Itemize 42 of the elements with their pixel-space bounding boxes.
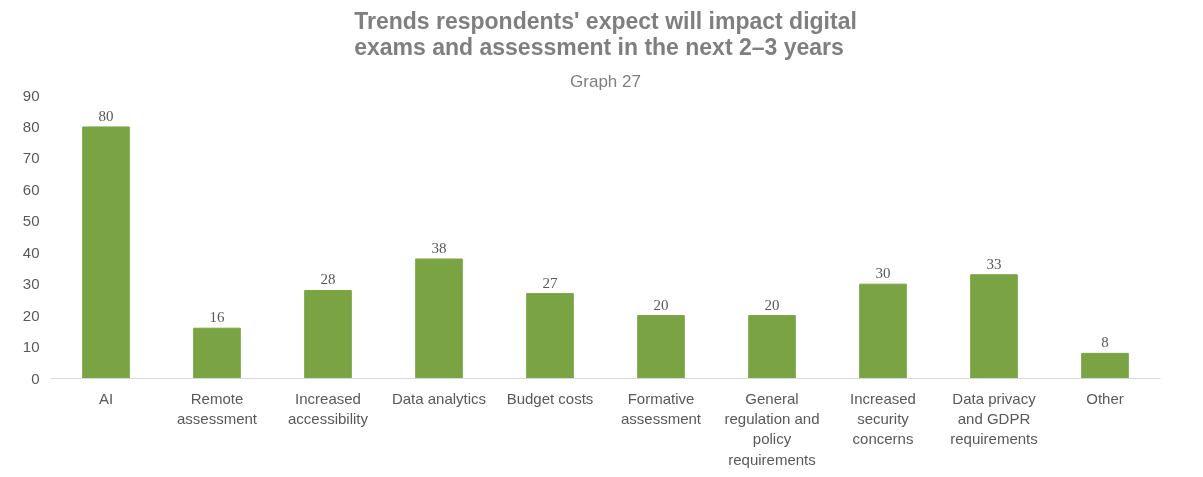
bar — [526, 293, 574, 379]
x-tick-label: AI — [98, 389, 114, 407]
x-tick-label: Other — [1086, 389, 1124, 407]
bar — [748, 315, 796, 379]
data-label: 38 — [431, 240, 447, 257]
data-label: 80 — [98, 107, 114, 124]
x-tick-label: Formative assessment — [620, 389, 702, 427]
chart-title: Trends respondents' expect will impact digital exams and assessment in the next 2–3 years — [354, 7, 857, 60]
x-tick-label: Increased accessibility — [287, 389, 369, 427]
data-label: 30 — [875, 265, 891, 282]
data-label: 33 — [986, 255, 1002, 272]
x-tick-label: Data analytics — [391, 389, 487, 407]
y-tick-label: 80 — [22, 117, 40, 135]
bar — [859, 283, 907, 379]
x-tick-label: Budget costs — [506, 389, 594, 407]
x-tick-label: General regulation and policy requirements — [724, 389, 820, 468]
y-tick-label: 60 — [22, 180, 40, 198]
bar — [82, 126, 130, 379]
bar — [637, 315, 685, 379]
y-tick-label: 50 — [22, 212, 40, 230]
chart-subtitle: Graph 27 — [570, 71, 641, 91]
bar — [415, 258, 463, 379]
x-tick-label: Data privacy and GDPR requirements — [950, 389, 1038, 448]
x-tick-label: Increased security concerns — [850, 389, 916, 448]
data-label: 20 — [653, 296, 669, 313]
y-tick-label: 70 — [22, 149, 40, 167]
bar — [304, 289, 352, 379]
data-label: 16 — [209, 309, 225, 326]
y-tick-label: 30 — [22, 275, 40, 293]
bar — [970, 274, 1018, 379]
data-label: 27 — [542, 274, 558, 291]
y-tick-label: 40 — [22, 243, 40, 261]
data-label: 8 — [1101, 334, 1109, 351]
bar — [1081, 352, 1129, 379]
y-tick-label: 0 — [31, 369, 40, 387]
data-label: 20 — [764, 296, 780, 313]
bar — [193, 327, 241, 379]
y-tick-label: 10 — [22, 338, 40, 356]
y-tick-label: 20 — [22, 306, 40, 324]
y-tick-label: 90 — [22, 86, 40, 104]
x-tick-label: Remote assessment — [176, 389, 258, 427]
data-label: 28 — [320, 271, 336, 288]
